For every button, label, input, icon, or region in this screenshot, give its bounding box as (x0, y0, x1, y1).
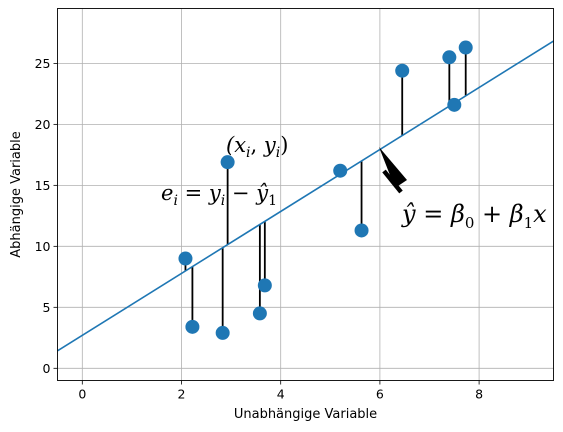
data-point (442, 50, 457, 65)
y-tick-label: 25 (35, 56, 51, 71)
data-point (185, 319, 200, 334)
y-axis-label: Abhängige Variable (9, 131, 24, 257)
x-tick-label: 2 (178, 387, 186, 402)
axis-ticks: 0 2 4 6 8 0 5 10 15 20 25 (35, 56, 484, 402)
y-tick-label: 10 (35, 239, 51, 254)
y-tick-label: 5 (43, 300, 51, 315)
x-tick-label: 4 (277, 387, 285, 402)
data-point (215, 325, 230, 340)
data-point (354, 223, 369, 238)
data-point (458, 40, 473, 55)
regression-line-annotation: ŷ = β0 + β1x (401, 200, 547, 232)
line-pointer-arrow (379, 147, 407, 194)
grid (57, 8, 554, 381)
plot-frame (57, 8, 554, 381)
residual-annotation: ei = yi − ŷ1 (161, 181, 277, 209)
data-point (257, 278, 272, 293)
residual-lines (184, 47, 467, 333)
y-tick-label: 15 (35, 178, 51, 193)
data-point (395, 63, 410, 78)
regression-line (57, 40, 554, 352)
x-tick-label: 0 (78, 387, 86, 402)
data-point (333, 163, 348, 178)
x-tick-label: 8 (475, 387, 483, 402)
data-points (178, 40, 473, 340)
data-point (447, 97, 462, 112)
x-axis-label: Unabhängige Variable (234, 407, 377, 422)
y-tick-label: 20 (35, 117, 51, 132)
regression-line-group (57, 40, 554, 352)
data-point (252, 306, 267, 321)
y-tick-label: 0 (43, 361, 51, 376)
x-tick-label: 6 (376, 387, 384, 402)
data-point (178, 251, 193, 266)
data-point (220, 155, 235, 170)
